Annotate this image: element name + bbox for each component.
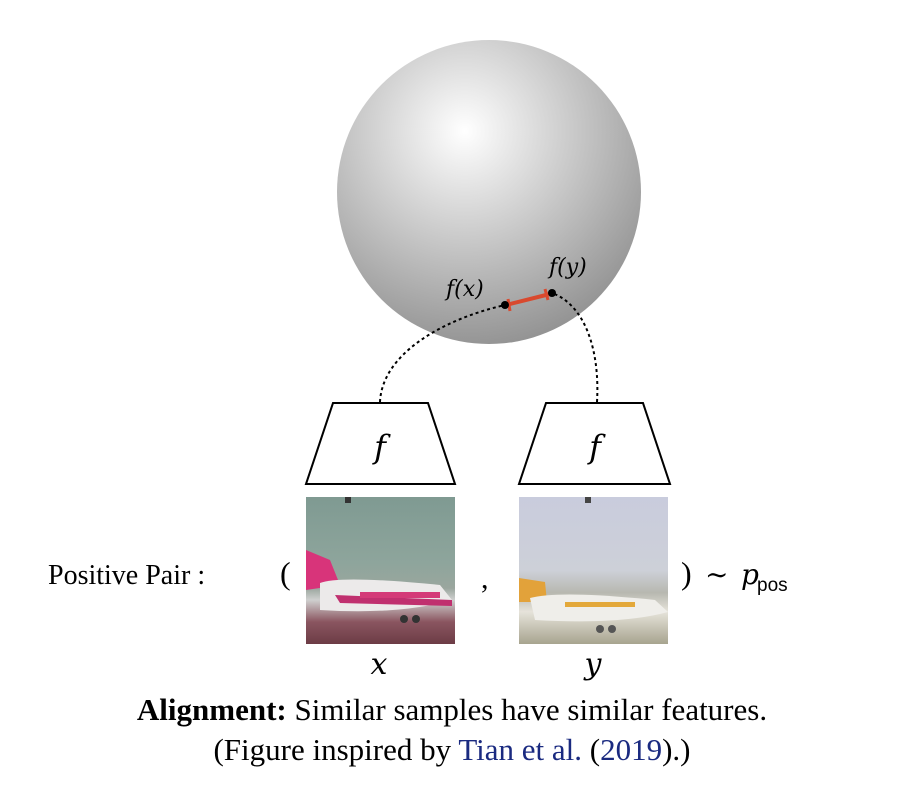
image-x-label: x [371, 647, 388, 682]
caption-text: Similar samples have similar features. [286, 692, 768, 727]
mapping-path-x [379, 304, 506, 403]
tilde-symbol: ∼ [705, 558, 728, 591]
comma: , [481, 562, 489, 595]
caption-post: ).) [662, 732, 691, 767]
image-y-label: y [583, 647, 603, 682]
alignment-link [505, 292, 551, 307]
feature-sphere [337, 40, 641, 344]
point-fy [548, 289, 556, 297]
mapping-path-y [551, 292, 599, 403]
close-paren: ) [681, 555, 692, 591]
image-y [519, 497, 668, 644]
encoder-x [304, 402, 457, 485]
dist-subscript: pos [757, 575, 788, 596]
caption-mid: ( [582, 732, 601, 767]
point-fx-label: f(x) [444, 277, 484, 302]
alignment-link-cap-right [543, 288, 550, 301]
citation-author-link[interactable]: Tian et al. [458, 732, 583, 767]
point-fy-label: f(y) [547, 255, 587, 280]
caption-line-1: Alignment: Similar samples have similar … [0, 690, 904, 730]
image-x [306, 497, 455, 644]
open-paren: ( [280, 555, 291, 591]
caption-bold: Alignment: [136, 692, 287, 727]
encoder-y [517, 402, 672, 485]
caption-pre: (Figure inspired by [213, 732, 459, 767]
dist-p: p [741, 558, 759, 591]
caption-line-2: (Figure inspired by Tian et al. (2019).) [0, 730, 904, 770]
citation-year-link[interactable]: 2019 [600, 732, 663, 767]
pair-label: Positive Pair : [48, 560, 205, 591]
